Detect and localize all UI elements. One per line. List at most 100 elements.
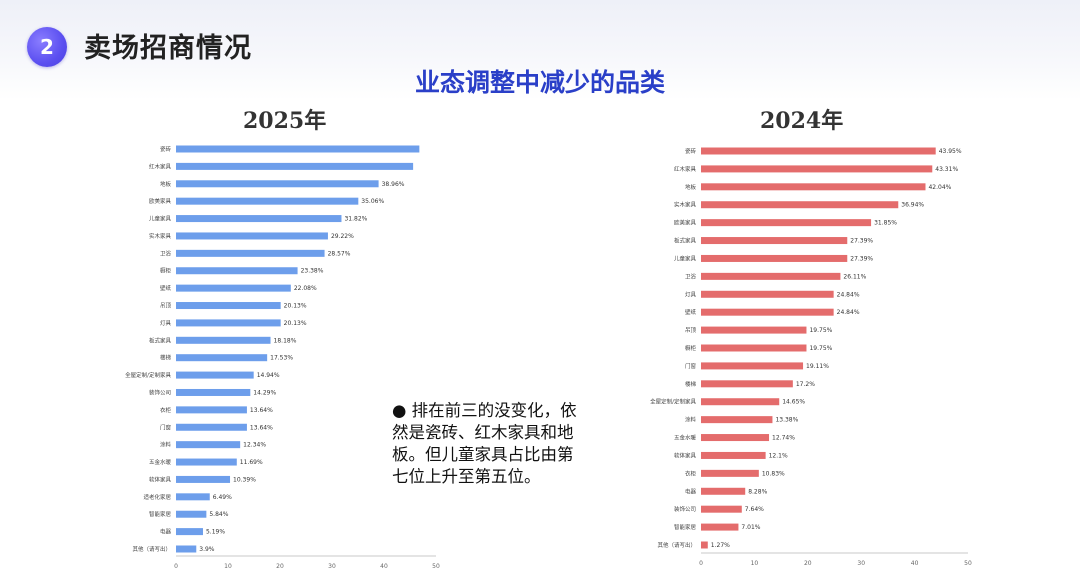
analysis-note: ● 排在前三的没变化，依然是瓷砖、红木家具和地板。但儿童家具占比由第七位上升至第… [392, 400, 582, 488]
chart-2025-category-label: 软体家具 [149, 475, 172, 483]
chart-2024-category-label: 装饰公司 [674, 505, 696, 513]
chart-2025-bar [176, 215, 342, 223]
note-text: 排在前三的没变化，依然是瓷砖、红木家具和地板。但儿童家具占比由第七位上升至第五位… [392, 401, 577, 486]
chart-2024-bar [701, 219, 872, 227]
chart-2024-bar [701, 165, 933, 173]
chart-2024-category-label: 灯具 [685, 290, 697, 298]
chart-2025-bar [176, 336, 271, 344]
chart-2025-category-label: 智能家居 [149, 510, 172, 518]
chart-2025-data-label: 18.18% [274, 337, 297, 344]
chart-2025-bar [176, 249, 325, 257]
chart-2025-tick-label: 30 [328, 563, 336, 570]
chart-2025-bar [176, 267, 298, 275]
chart-2024-bar [701, 523, 739, 531]
chart-2024-tick-label: 0 [699, 560, 703, 567]
chart-2024-data-label: 7.64% [745, 506, 764, 513]
chart-2024-category-label: 瓷砖 [685, 147, 697, 155]
chart-2025-category-label: 门窗 [160, 423, 172, 431]
chart-2025-category-label: 儿童家具 [149, 215, 172, 223]
chart-2025-bar [176, 441, 241, 449]
chart-2024-bar [701, 326, 807, 334]
chart-2025-category-label: 衣柜 [160, 406, 172, 414]
chart-2025-bar [176, 284, 291, 292]
chart-2025-data-label: 28.57% [328, 250, 351, 257]
chart-2025-bar [176, 475, 231, 483]
chart-2025-tick-label: 20 [276, 563, 284, 570]
chart-2025-bar [176, 388, 251, 396]
chart-2024-bar [701, 147, 936, 155]
chart-2025-category-label: 灯具 [160, 319, 172, 327]
chart-2024-data-label: 17.2% [796, 381, 815, 388]
chart-2025-category-label: 五金水暖 [149, 458, 172, 466]
chart-2025-category-label: 其他（请写出） [132, 545, 171, 553]
chart-2025-data-label: 13.64% [250, 407, 273, 414]
chart-2025-data-label: 13.64% [250, 424, 273, 431]
chart-2025-category-label: 红木家具 [149, 162, 172, 170]
chart-2024-category-label: 全屋定制/定制家具 [650, 398, 696, 406]
chart-2024-bar [701, 290, 834, 298]
chart-2025-data-label: 14.29% [253, 389, 276, 396]
chart-2024-data-label: 1.27% [711, 542, 730, 549]
chart-2024-data-label: 14.65% [782, 399, 805, 406]
chart-2025-data-label: 5.84% [209, 511, 228, 518]
chart-2025-title: 2025年 [243, 108, 327, 134]
chart-2024-tick-label: 10 [751, 560, 759, 567]
chart-2024-bar [701, 487, 746, 495]
chart-2024-bar [701, 451, 766, 459]
chart-2024-bar [701, 398, 780, 406]
chart-2024-data-label: 31.85% [874, 220, 897, 227]
chart-2024-category-label: 橱柜 [685, 344, 697, 352]
header-band [0, 0, 1080, 100]
chart-2025-bar [176, 354, 268, 362]
chart-2024-bar [701, 505, 742, 513]
chart-2024-category-label: 实木家具 [674, 201, 697, 209]
chart-2025-category-label: 电器 [160, 528, 172, 536]
chart-2024-bar [701, 434, 770, 442]
chart-2025-bar [176, 510, 207, 518]
chart-2025-data-label: 31.82% [344, 216, 367, 223]
chart-2024-category-label: 板式家具 [674, 237, 697, 245]
chart-2024-data-label: 43.95% [939, 148, 962, 155]
chart-2024-category-label: 涂料 [685, 416, 697, 424]
chart-2024-data-label: 27.39% [850, 238, 873, 245]
chart-2025-data-label: 20.13% [284, 320, 307, 327]
chart-2025-bar [176, 145, 420, 153]
chart-2024-category-label: 衣柜 [685, 469, 697, 477]
chart-2024-data-label: 10.83% [762, 470, 785, 477]
chart-2024-bar [701, 344, 807, 352]
chart-2025-category-label: 全屋定制/定制家具 [125, 371, 171, 379]
chart-2024-data-label: 19.11% [806, 363, 829, 370]
chart-2024-data-label: 19.75% [809, 327, 832, 334]
chart-2025-tick-label: 50 [432, 563, 440, 570]
chart-2025-tick-label: 40 [380, 563, 388, 570]
chart-2025-data-label: 11.69% [240, 459, 263, 466]
chart-2024-data-label: 24.84% [837, 309, 860, 316]
page-title: 卖场招商情况 [84, 33, 252, 64]
chart-2025-bar [176, 406, 247, 414]
section-number-badge: 2 [27, 27, 67, 67]
chart-2024-bar [701, 201, 899, 209]
chart-2024-tick-label: 40 [911, 560, 919, 567]
chart-2024-bar [701, 183, 926, 191]
chart-2024-tick-label: 50 [964, 560, 972, 567]
chart-2024-data-label: 12.74% [772, 435, 795, 442]
chart-2025-data-label: 35.06% [361, 198, 384, 205]
chart-2024-data-label: 42.04% [928, 184, 951, 191]
chart-2025-bar [176, 302, 281, 310]
chart-2024-category-label: 儿童家具 [674, 254, 697, 262]
chart-2025-bar [176, 458, 237, 466]
chart-2024-bar [701, 254, 848, 262]
chart-2025-bar [176, 493, 210, 501]
chart-2025-category-label: 实木家具 [149, 232, 172, 240]
chart-2025-data-label: 5.19% [206, 529, 225, 536]
chart-2024-category-label: 智能家居 [674, 523, 697, 531]
chart-2024-bar [701, 308, 834, 316]
chart-2025-bar [176, 197, 359, 205]
chart-2025-category-label: 装饰公司 [149, 388, 171, 396]
chart-subtitle: 业态调整中减少的品类 [414, 68, 665, 97]
chart-2024-category-label: 五金水暖 [674, 434, 697, 442]
chart-2024-data-label: 13.38% [775, 417, 798, 424]
chart-2024-data-label: 36.94% [901, 202, 924, 209]
